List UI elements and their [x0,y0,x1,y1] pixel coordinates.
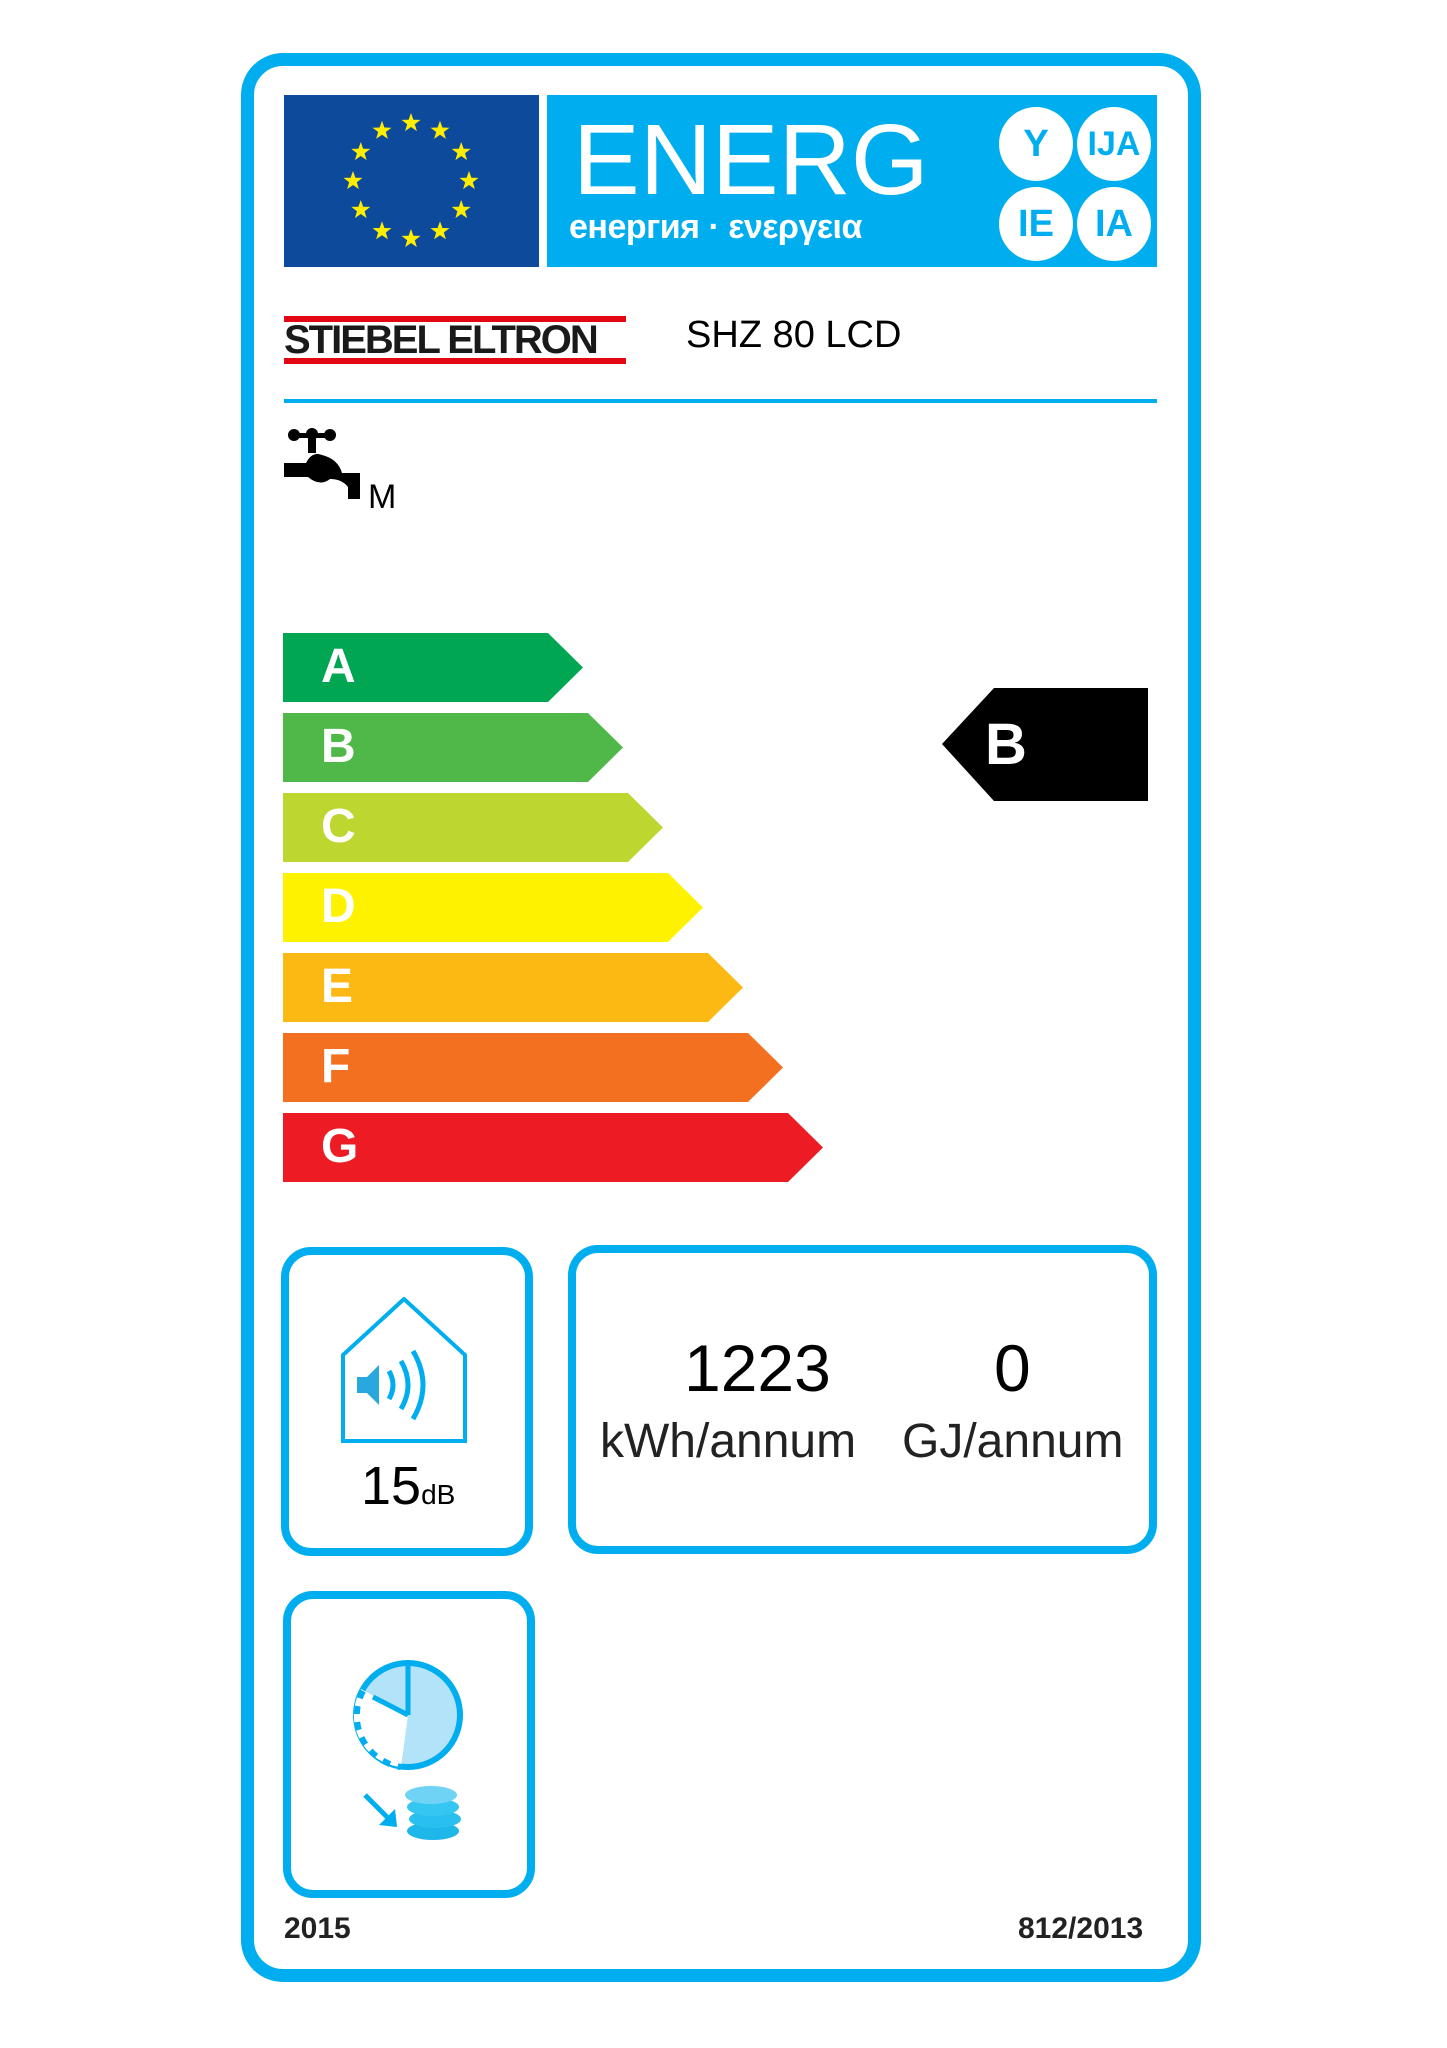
eu-star-icon [430,221,450,240]
model-identifier: SHZ 80 LCD [686,314,902,356]
efficiency-bar-c: C [283,793,663,862]
electricity-value: 1223 [684,1331,831,1405]
eu-star-icon [351,200,371,219]
suffix-ie: IE [999,187,1073,261]
suffix-ia: IA [1077,187,1151,261]
efficiency-bar-d: D [283,873,703,942]
rating-arrow [942,688,1148,801]
noise-value: 15 [361,1456,422,1516]
rating-letter: B [985,712,1027,777]
electricity-unit: kWh/annum [600,1415,857,1468]
eu-star-icon [401,229,421,248]
energy-subtitle: енергия · ενεργεια [569,208,862,246]
smart-control-clock-icon [353,1660,463,1840]
energy-banner: ENERG енергия · ενεργεια Y IJA IE IA [547,95,1157,267]
eu-star-icon [372,120,392,139]
noise-unit: dB [421,1479,456,1510]
eu-star-icon [459,171,479,190]
efficiency-bar-letter: A [321,640,356,693]
eu-star-icon [401,113,421,132]
brand-name: STIEBEL ELTRON [284,318,599,362]
noise-level: 15dB [361,1455,455,1517]
efficiency-bar-a: A [283,633,583,702]
efficiency-bar-letter: B [321,720,356,773]
efficiency-bar-e: E [283,953,743,1022]
label-year: 2015 [284,1912,351,1945]
efficiency-bar-letter: G [321,1120,359,1173]
eu-star-icon [372,221,392,240]
efficiency-bar-g: G [283,1113,823,1182]
regulation-number: 812/2013 [1018,1912,1144,1945]
suffix-ija: IJA [1077,107,1151,181]
efficiency-bar-letter: D [321,880,356,933]
eu-flag-icon [284,95,539,267]
label-frame [241,53,1201,1982]
energy-word: ENERG [573,104,929,216]
divider [284,399,1157,403]
eu-star-icon [351,142,371,161]
annual-consumption-panel: 1223 0 kWh/annum GJ/annum [568,1245,1157,1554]
efficiency-bar-letter: C [321,800,356,853]
efficiency-bar-letter: E [321,960,354,1013]
fuel-unit: GJ/annum [902,1415,1124,1468]
smart-control-panel [283,1591,535,1898]
eu-star-icon [430,120,450,139]
fuel-value: 0 [994,1331,1031,1405]
eu-star-icon [343,171,363,190]
eu-star-icon [451,200,471,219]
load-profile: M [368,478,397,516]
eu-star-icon [451,142,471,161]
water-tap-icon [284,427,360,499]
efficiency-bar-letter: F [321,1040,351,1093]
efficiency-bar-b: B [283,713,623,782]
efficiency-bar-f: F [283,1033,783,1102]
suffix-y: Y [999,107,1073,181]
brand-logo [284,316,626,364]
sound-house-icon [341,1297,467,1443]
noise-panel: 15dB [281,1247,533,1556]
